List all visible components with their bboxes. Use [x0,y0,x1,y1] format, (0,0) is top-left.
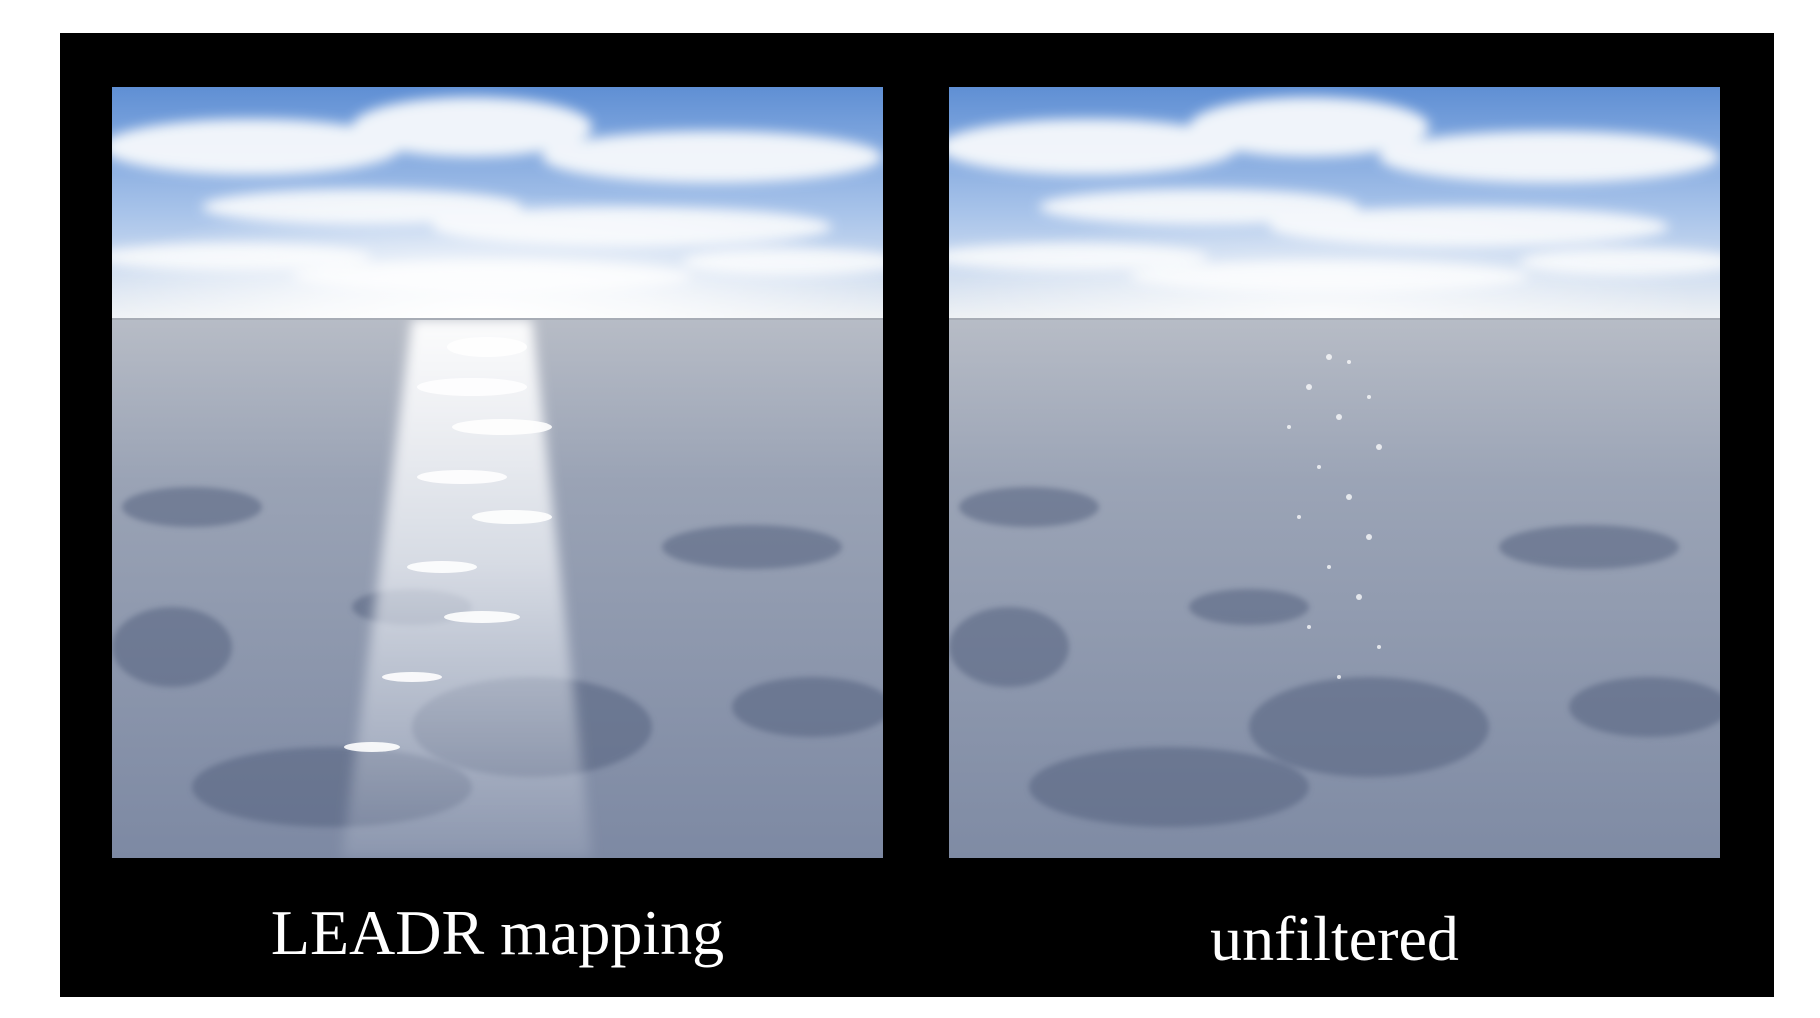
caption-unfiltered: unfiltered [1210,903,1459,974]
unfiltered-image [949,87,1720,858]
caption-leadr-mapping: LEADR mapping [270,897,725,968]
ocean-render-leadr [112,87,883,858]
leadr-mapping-image [112,87,883,858]
ocean-render-unfiltered [949,87,1720,858]
figure-frame: LEADR mapping unfiltered [60,33,1774,997]
